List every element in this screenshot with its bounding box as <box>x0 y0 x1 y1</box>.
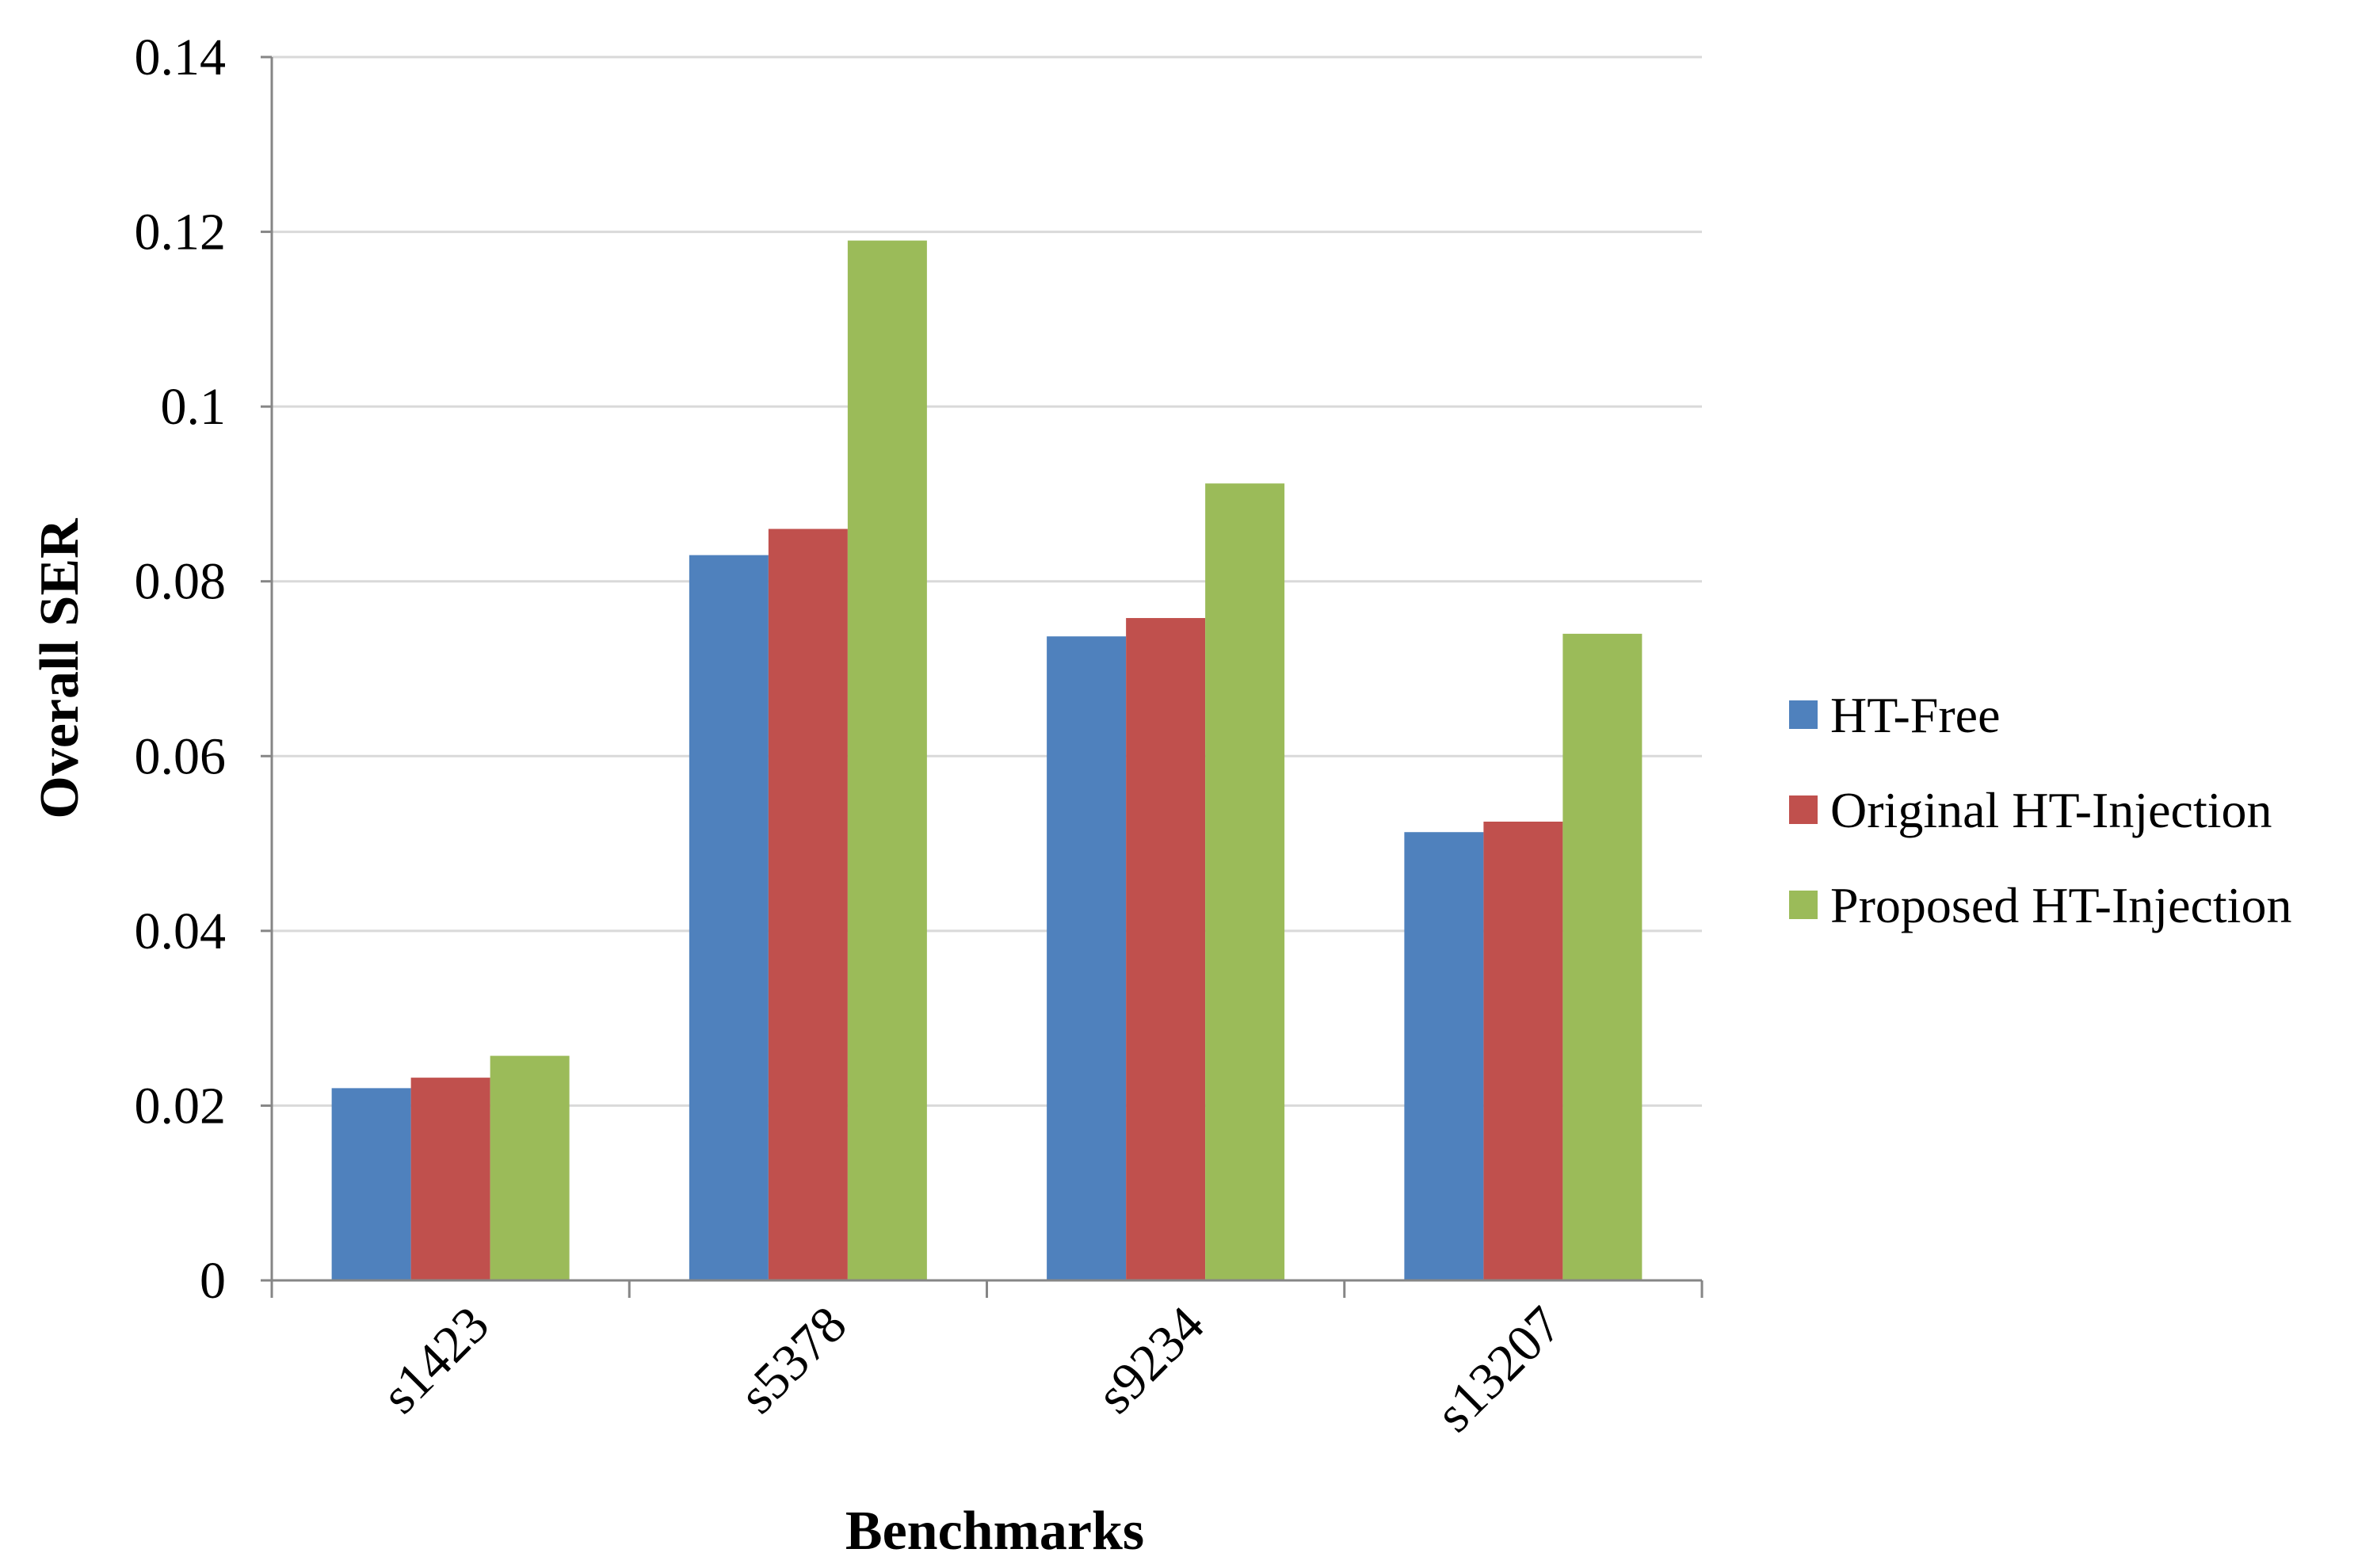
bar-proposed-ht-injection-s5378 <box>847 240 927 1281</box>
bar-ht-free-s1423 <box>331 1088 411 1280</box>
legend-label: HT-Free <box>1830 687 2000 743</box>
y-tick-label: 0.08 <box>135 553 227 611</box>
y-tick-labels: 0 0.02 0.04 0.06 0.08 0.1 0.12 0.14 <box>135 29 227 1310</box>
bar-original-ht-injection-s13207 <box>1483 822 1563 1280</box>
y-tick-label: 0.12 <box>135 204 227 261</box>
x-tick-label: s13207 <box>1425 1295 1573 1443</box>
y-tick-label: 0.1 <box>161 378 227 436</box>
y-axis-title: Overall SER <box>29 517 90 819</box>
bar-proposed-ht-injection-s9234 <box>1205 483 1285 1280</box>
bar-ht-free-s5378 <box>689 555 769 1280</box>
legend: HT-Free Original HT-Injection Proposed HT-… <box>1789 687 2291 933</box>
bar-original-ht-injection-s9234 <box>1126 618 1206 1280</box>
x-axis-title: Benchmarks <box>845 1501 1144 1562</box>
legend-swatch <box>1789 700 1818 729</box>
y-tick-label: 0 <box>200 1252 226 1310</box>
y-tick-label: 0.14 <box>135 29 227 86</box>
bar-original-ht-injection-s1423 <box>410 1078 490 1280</box>
bar-proposed-ht-injection-s13207 <box>1562 633 1643 1280</box>
axes <box>261 55 1704 1298</box>
x-tick-label: s5378 <box>728 1295 857 1425</box>
y-tick-label: 0.04 <box>135 902 227 960</box>
legend-label: Proposed HT-Injection <box>1830 877 2291 933</box>
legend-swatch <box>1789 891 1818 919</box>
legend-swatch <box>1789 795 1818 824</box>
gridlines <box>272 55 1702 1107</box>
bar-ht-free-s9234 <box>1047 636 1127 1280</box>
bar-proposed-ht-injection-s1423 <box>490 1055 570 1280</box>
bar-original-ht-injection-s5378 <box>768 528 848 1280</box>
x-tick-label: s1423 <box>371 1295 500 1425</box>
bars <box>331 240 1643 1281</box>
y-tick-label: 0.02 <box>135 1077 227 1135</box>
bar-ht-free-s13207 <box>1404 832 1484 1280</box>
y-tick-label: 0.06 <box>135 727 227 785</box>
x-tick-label: s9234 <box>1086 1295 1215 1425</box>
legend-label: Original HT-Injection <box>1830 782 2272 838</box>
x-tick-labels: s1423 s5378 s9234 s13207 <box>371 1295 1573 1443</box>
